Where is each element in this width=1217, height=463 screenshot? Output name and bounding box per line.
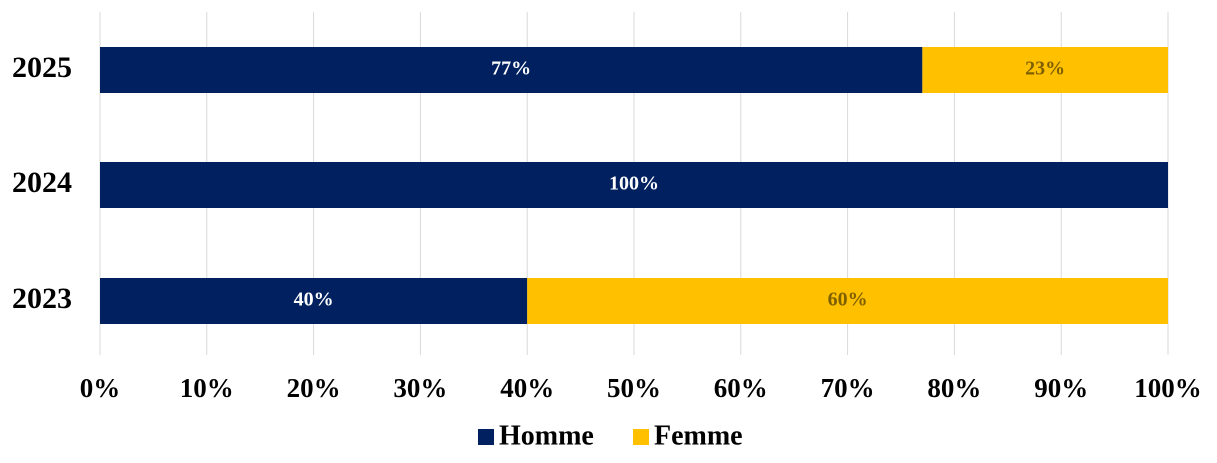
- x-tick-label: 20%: [287, 373, 341, 403]
- legend-swatch: [633, 429, 649, 445]
- y-tick-label: 2024: [12, 166, 72, 199]
- legend-swatch: [478, 429, 494, 445]
- x-tick-label: 40%: [500, 373, 554, 403]
- bar-segment: [100, 47, 923, 93]
- x-tick-label: 60%: [714, 373, 768, 403]
- y-tick-label: 2025: [12, 51, 72, 84]
- bar-segment: [100, 162, 1168, 208]
- legend-label: Homme: [499, 420, 594, 451]
- data-label: 40%: [294, 289, 334, 311]
- x-tick-label: 0%: [80, 373, 121, 403]
- data-label: 23%: [1025, 58, 1065, 80]
- x-tick-label: 90%: [1034, 373, 1088, 403]
- data-label: 77%: [491, 58, 531, 80]
- x-tick-label: 70%: [821, 373, 875, 403]
- bar-segment: [527, 278, 1168, 324]
- x-tick-label: 10%: [180, 373, 234, 403]
- data-label: 60%: [828, 289, 868, 311]
- data-label: 100%: [609, 173, 659, 195]
- legend-label: Femme: [654, 420, 743, 451]
- y-tick-label: 2023: [12, 282, 72, 315]
- x-tick-label: 100%: [1134, 373, 1202, 403]
- x-tick-label: 50%: [607, 373, 661, 403]
- bar-segment: [100, 278, 528, 324]
- x-tick-label: 80%: [927, 373, 981, 403]
- x-tick-label: 30%: [393, 373, 447, 403]
- bar-segment: [922, 47, 1168, 93]
